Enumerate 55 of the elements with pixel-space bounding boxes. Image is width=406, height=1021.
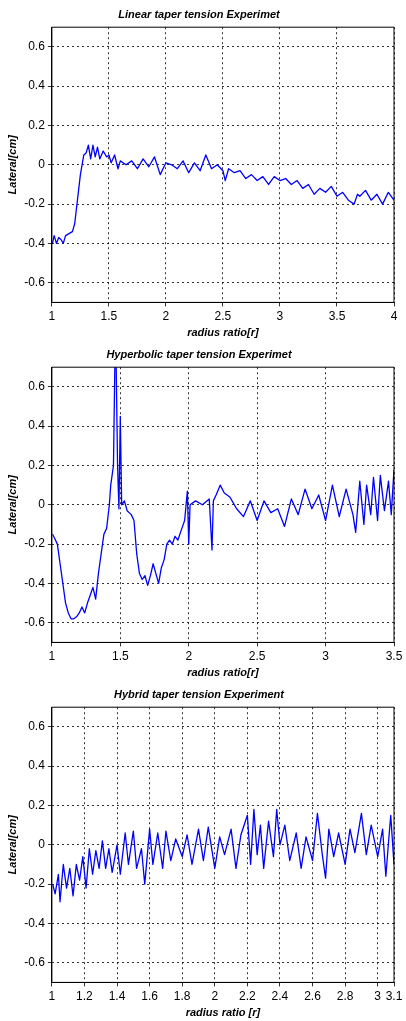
x-tick-label: 3 [322,648,330,663]
x-tick-label: 2.4 [271,988,289,1003]
x-tick-label: 1.5 [111,648,129,663]
y-tick-label: 0.6 [28,39,46,54]
x-tick-label: 3.5 [328,308,346,323]
x-tick-label: 2 [162,308,170,323]
y-tick-label: 0.2 [28,457,46,472]
y-tick-label: 0 [38,837,46,852]
x-tick-label: 2 [185,648,193,663]
x-axis-title: radius ratio [r] [185,1006,261,1019]
x-tick-label: 3 [276,308,284,323]
y-tick-label: 0.6 [28,719,46,734]
x-tick-label: 3.5 [385,648,403,663]
y-tick-label: 0.4 [28,758,46,773]
y-axis-title: Lateral[cm] [5,134,18,195]
x-axis-title: radius ratio[r] [187,326,260,339]
y-tick-label: 0.2 [28,797,46,812]
x-tick-label: 4 [390,308,398,323]
x-tick-label: 1.6 [141,988,159,1003]
y-axis-title: Lateral[cm] [5,474,18,535]
x-tick-label: 1.2 [76,988,94,1003]
x-tick-label: 3 [374,988,382,1003]
y-axis-title: Lateral[cm] [5,814,18,875]
x-tick-label: 2.6 [304,988,322,1003]
y-tick-label: -0.4 [24,915,46,930]
y-tick-label: 0.4 [28,418,46,433]
x-tick-label: 1.5 [100,308,118,323]
y-tick-label: -0.4 [24,235,46,250]
chart-title: Hybrid taper tension Experiment [114,687,286,700]
y-tick-label: 0.2 [28,117,46,132]
y-tick-label: -0.6 [24,615,46,630]
x-tick-label: 2 [211,988,219,1003]
x-tick-label: 1 [48,308,56,323]
y-tick-label: -0.2 [24,196,46,211]
x-tick-label: 2.5 [248,648,266,663]
y-tick-label: 0.6 [28,379,46,394]
x-tick-label: 1.8 [173,988,191,1003]
x-tick-label: 3.1 [385,988,403,1003]
y-tick-label: -0.6 [24,275,46,290]
y-tick-label: -0.6 [24,955,46,970]
y-tick-label: -0.2 [24,876,46,891]
x-tick-label: 1 [48,988,56,1003]
chart-title: Hyperbolic taper tension Experimet [106,347,293,360]
x-tick-label: 1 [48,648,56,663]
y-tick-label: -0.2 [24,536,46,551]
x-tick-label: 2.5 [214,308,232,323]
x-tick-label: 2.2 [239,988,257,1003]
chart-title: Linear taper tension Experimet [118,7,282,20]
y-tick-label: 0.4 [28,78,46,93]
x-axis-title: radius ratio[r] [187,666,260,679]
x-tick-label: 2.8 [336,988,354,1003]
y-tick-label: 0 [38,497,46,512]
y-tick-label: -0.4 [24,575,46,590]
y-tick-label: 0 [38,157,46,172]
x-tick-label: 1.4 [108,988,126,1003]
